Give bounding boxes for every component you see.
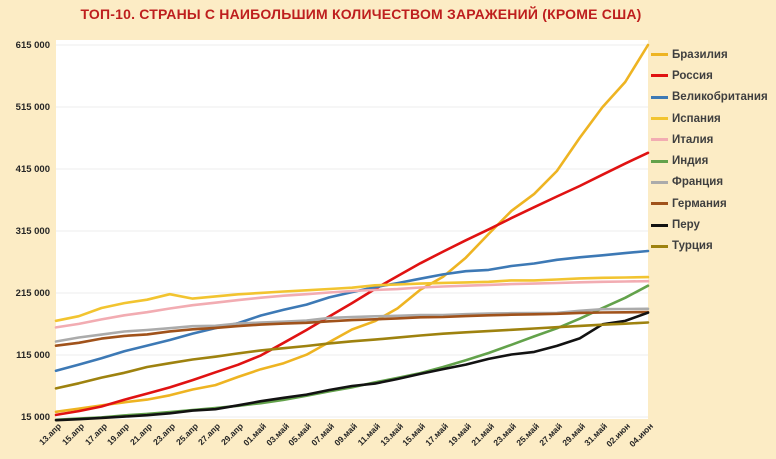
y-tick-label: 15 000: [20, 411, 50, 423]
legend-label-turkey: Турция: [672, 240, 713, 253]
y-tick-label: 315 000: [15, 225, 50, 237]
y-tick-label: 215 000: [15, 287, 50, 299]
legend-swatch-turkey: [651, 244, 668, 248]
legend-item-brazil: Бразилия: [651, 44, 775, 65]
legend-item-germany: Германия: [651, 193, 775, 214]
y-tick-label: 615 000: [15, 39, 50, 51]
legend-swatch-russia: [651, 74, 668, 78]
series-line-spain: [54, 275, 650, 323]
legend-label-russia: Россия: [672, 69, 713, 82]
legend-swatch-spain: [651, 117, 668, 121]
legend-swatch-peru: [651, 223, 668, 227]
legend-label-brazil: Бразилия: [672, 48, 728, 61]
series-line-peru: [54, 311, 650, 422]
legend-swatch-brazil: [651, 53, 668, 57]
series-line-russia: [54, 151, 650, 417]
chart-title: ТОП-10. СТРАНЫ С НАИБОЛЬШИМ КОЛИЧЕСТВОМ …: [80, 6, 642, 22]
y-tick-label: 115 000: [16, 349, 50, 361]
legend-label-india: Индия: [672, 155, 709, 168]
series-line-brazil: [54, 43, 650, 414]
legend-label-italy: Италия: [672, 133, 714, 146]
legend: Бразилия Россия Великобритания Испания Итали…: [651, 44, 775, 257]
legend-label-uk: Великобритания: [672, 91, 768, 104]
y-tick-label: 415 000: [15, 163, 50, 175]
legend-item-russia: Россия: [651, 65, 775, 86]
legend-swatch-france: [651, 180, 668, 184]
legend-item-turkey: Турция: [651, 236, 775, 257]
legend-item-france: Франция: [651, 172, 775, 193]
series-line-germany: [54, 310, 650, 348]
plot-background: [56, 40, 648, 419]
series-line-turkey: [54, 321, 650, 390]
legend-item-spain: Испания: [651, 108, 775, 129]
legend-label-peru: Перу: [672, 219, 700, 232]
series-line-italy: [54, 279, 650, 329]
legend-swatch-india: [651, 159, 668, 163]
legend-label-france: Франция: [672, 176, 724, 189]
legend-item-italy: Италия: [651, 129, 775, 150]
legend-item-peru: Перу: [651, 214, 775, 235]
legend-item-india: Индия: [651, 150, 775, 171]
y-tick-label: 515 000: [15, 101, 50, 113]
legend-swatch-italy: [651, 138, 668, 142]
legend-label-spain: Испания: [672, 112, 721, 125]
legend-label-germany: Германия: [672, 197, 727, 210]
legend-swatch-germany: [651, 202, 668, 206]
legend-item-uk: Великобритания: [651, 87, 775, 108]
legend-swatch-uk: [651, 95, 668, 99]
